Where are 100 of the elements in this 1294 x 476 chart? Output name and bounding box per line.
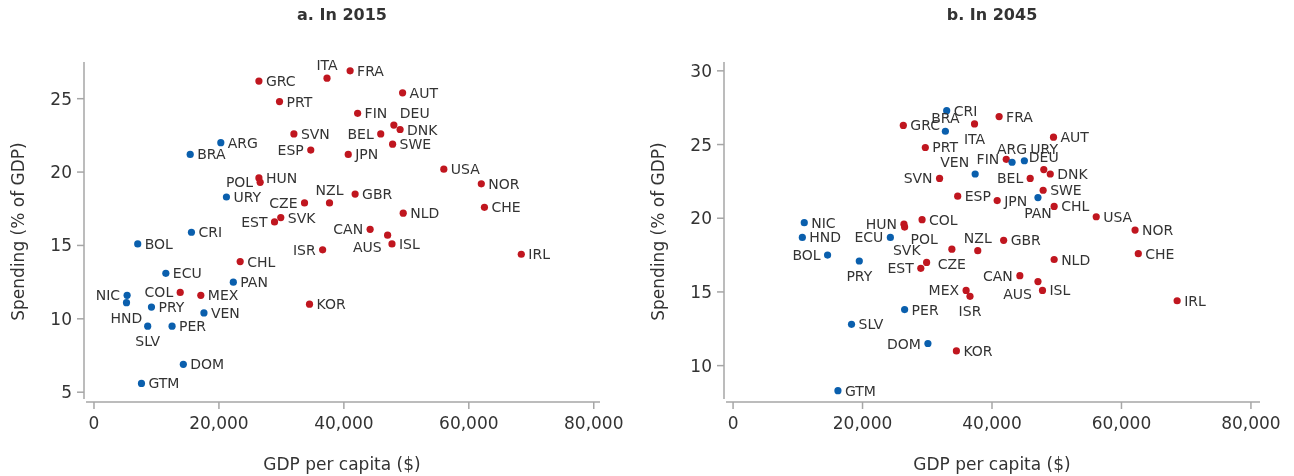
annotation: PRY <box>158 299 185 316</box>
annotation: NOR <box>488 175 520 192</box>
y-tick-label: 20 <box>50 162 72 183</box>
point <box>366 225 374 233</box>
y-axis-title: Spending (% of GDP) <box>8 142 28 321</box>
x-tick-label: 0 <box>727 413 739 433</box>
annotation: SLV <box>858 316 884 333</box>
y-tick-label: 25 <box>690 134 712 155</box>
point <box>319 246 327 254</box>
point <box>137 379 146 387</box>
point <box>399 209 407 217</box>
annotation: BEL <box>996 170 1024 187</box>
point <box>917 264 925 272</box>
point <box>899 121 907 129</box>
annotation: NLD <box>1061 251 1091 268</box>
point <box>886 233 894 241</box>
point <box>1034 194 1042 202</box>
point <box>948 245 956 253</box>
annotation: DOM <box>887 335 921 352</box>
annotation: GTM <box>148 375 180 392</box>
annotation: CAN <box>983 267 1013 284</box>
point <box>122 299 131 307</box>
annotation: SVN <box>903 170 933 187</box>
point <box>995 112 1003 121</box>
annotation: NIC <box>95 287 121 304</box>
point <box>1008 158 1016 166</box>
annotation: ISL <box>398 235 420 252</box>
point <box>1034 278 1042 286</box>
annotation: HUN <box>265 169 298 186</box>
annotation: NOR <box>1142 222 1174 239</box>
point <box>270 218 279 226</box>
point <box>517 250 525 258</box>
annotation: SLV <box>135 333 161 350</box>
point <box>176 288 184 296</box>
point <box>941 127 949 135</box>
point <box>834 387 842 395</box>
annotation: SWE <box>1050 182 1082 199</box>
point <box>1026 174 1034 183</box>
annotation: FIN <box>364 105 388 122</box>
point <box>1040 166 1048 174</box>
annotation: EST <box>241 213 268 230</box>
point <box>236 257 244 266</box>
annotation: EST <box>887 260 915 277</box>
annotation: PRY <box>846 267 873 284</box>
point <box>275 98 284 106</box>
point <box>1173 297 1181 305</box>
point <box>186 150 194 159</box>
annotation: BOL <box>144 235 174 252</box>
x-tick-label: 0 <box>88 413 100 433</box>
y-tick-label: 10 <box>50 308 72 329</box>
annotation: USA <box>1103 208 1133 225</box>
point <box>1050 255 1058 264</box>
annotation: NZL <box>315 181 344 198</box>
annotation: PER <box>179 318 207 335</box>
point <box>179 360 187 368</box>
point <box>325 199 334 207</box>
x-axis-title: GDP per capita ($) <box>263 454 421 474</box>
point <box>197 291 205 299</box>
annotation: ISL <box>1049 282 1071 299</box>
point <box>1038 286 1047 295</box>
point <box>344 150 352 159</box>
annotation: ESP <box>964 188 991 205</box>
point <box>1016 272 1024 280</box>
annotation: NLD <box>410 205 440 222</box>
point <box>1020 157 1028 165</box>
point <box>123 291 131 299</box>
annotation: BRA <box>197 146 226 163</box>
chart-title: a. In 2015 <box>297 5 387 24</box>
x-tick-label: 40,000 <box>962 413 1022 433</box>
point <box>377 130 385 138</box>
point <box>918 216 926 224</box>
x-tick-label: 80,000 <box>564 413 624 433</box>
annotation: NIC <box>811 214 836 231</box>
annotation: DEU <box>399 105 430 122</box>
point <box>388 240 396 248</box>
point <box>144 322 152 330</box>
annotation: CAN <box>333 221 364 238</box>
annotation: VEN <box>210 304 240 321</box>
point <box>162 269 170 277</box>
annotation: CZE <box>937 256 966 273</box>
annotation: POL <box>225 174 254 191</box>
annotation: FRA <box>1006 108 1034 125</box>
x-tick-label: 20,000 <box>832 413 893 433</box>
annotation: PRT <box>932 139 959 156</box>
point <box>1000 236 1008 244</box>
point <box>954 192 962 200</box>
x-tick-label: 80,000 <box>1221 413 1281 433</box>
point <box>1039 186 1047 194</box>
point <box>971 170 979 178</box>
y-tick-label: 5 <box>61 382 72 403</box>
annotation: ECU <box>172 265 202 282</box>
point <box>351 190 359 198</box>
point <box>300 199 309 207</box>
annotation: NZL <box>963 229 992 246</box>
annotation: HND <box>110 309 143 326</box>
annotation: ITA <box>316 57 339 74</box>
annotation: CHE <box>1145 245 1175 262</box>
point <box>384 231 392 239</box>
annotation: URY <box>233 189 262 206</box>
annotation: AUT <box>1060 129 1090 146</box>
